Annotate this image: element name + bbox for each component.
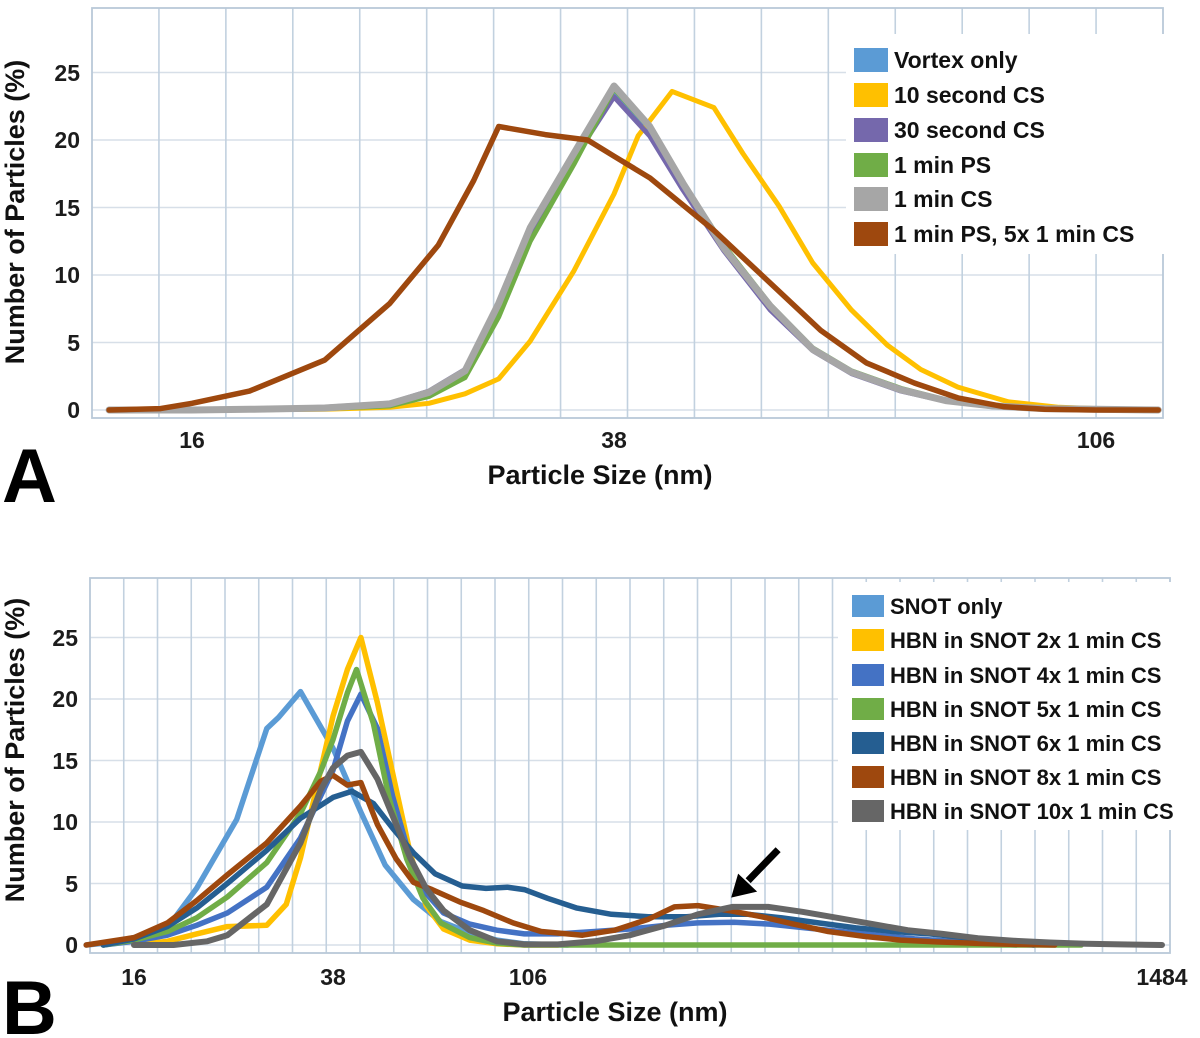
x-tick: 106 xyxy=(1077,427,1115,453)
legend-item: HBN in SNOT 8x 1 min CS xyxy=(890,765,1161,790)
legend-item: HBN in SNOT 4x 1 min CS xyxy=(890,663,1161,688)
x-axis-title-a: Particle Size (nm) xyxy=(487,460,712,490)
y-tick: 15 xyxy=(54,195,80,221)
legend-swatch xyxy=(852,629,884,651)
legend-item: HBN in SNOT 10x 1 min CS xyxy=(890,799,1174,824)
x-tick: 106 xyxy=(509,964,547,990)
x-axis-title-b: Particle Size (nm) xyxy=(502,997,727,1027)
legend-b: SNOT only HBN in SNOT 2x 1 min CS HBN in… xyxy=(838,582,1198,830)
x-tick: 1484 xyxy=(1136,964,1187,990)
legend-item: Vortex only xyxy=(894,47,1018,73)
legend-item: HBN in SNOT 6x 1 min CS xyxy=(890,731,1161,756)
legend-swatch xyxy=(852,766,884,788)
y-tick: 15 xyxy=(52,748,78,774)
chart-panel-a: Vortex only 10 second CS 30 second CS 1 … xyxy=(0,7,1194,519)
legend-item: 10 second CS xyxy=(894,82,1045,108)
x-tick: 38 xyxy=(320,964,346,990)
y-tick: 0 xyxy=(65,932,78,958)
y-tick: 20 xyxy=(52,686,78,712)
y-tick: 0 xyxy=(67,397,80,423)
legend-swatch xyxy=(852,664,884,686)
y-tick: 5 xyxy=(67,330,80,356)
y-tick: 25 xyxy=(52,625,78,651)
legend-swatch xyxy=(852,800,884,822)
series-lines-a xyxy=(105,82,1162,414)
legend-swatch xyxy=(854,48,888,72)
legend-item: HBN in SNOT 5x 1 min CS xyxy=(890,697,1161,722)
legend-item: 1 min PS xyxy=(894,152,991,178)
y-tick: 10 xyxy=(54,262,80,288)
legend-swatch xyxy=(852,595,884,617)
x-tick: 16 xyxy=(121,964,147,990)
axes-a: 0 5 10 15 20 25 16 38 106 Particle Size … xyxy=(0,60,1115,519)
y-tick: 10 xyxy=(52,809,78,835)
legend-swatch xyxy=(854,222,888,246)
y-axis-title-b: Number of Particles (%) xyxy=(0,598,30,903)
legend-a: Vortex only 10 second CS 30 second CS 1 … xyxy=(846,34,1194,254)
legend-swatch xyxy=(854,118,888,142)
x-tick: 38 xyxy=(601,427,627,453)
legend-swatch xyxy=(854,187,888,211)
legend-item: 1 min CS xyxy=(894,186,992,212)
axes-b: 0 5 10 15 20 25 16 38 106 1484 Particle … xyxy=(0,598,1188,1038)
chart-panel-b: SNOT only HBN in SNOT 2x 1 min CS HBN in… xyxy=(0,577,1198,1038)
series-lines-b xyxy=(83,634,1165,948)
legend-swatch xyxy=(852,698,884,720)
y-tick: 5 xyxy=(65,871,78,897)
legend-item: 30 second CS xyxy=(894,117,1045,143)
y-axis-title-a: Number of Particles (%) xyxy=(0,60,30,365)
legend-item: SNOT only xyxy=(890,594,1003,619)
legend-item: 1 min PS, 5x 1 min CS xyxy=(894,221,1134,247)
panel-letter-b: B xyxy=(2,966,57,1038)
y-tick: 25 xyxy=(54,60,80,86)
legend-swatch xyxy=(852,732,884,754)
panel-letter-a: A xyxy=(2,434,57,519)
y-tick: 20 xyxy=(54,127,80,153)
legend-item: HBN in SNOT 2x 1 min CS xyxy=(890,628,1161,653)
x-tick: 16 xyxy=(179,427,205,453)
legend-swatch xyxy=(854,83,888,107)
arrow-annotation xyxy=(731,847,781,898)
legend-swatch xyxy=(854,153,888,177)
